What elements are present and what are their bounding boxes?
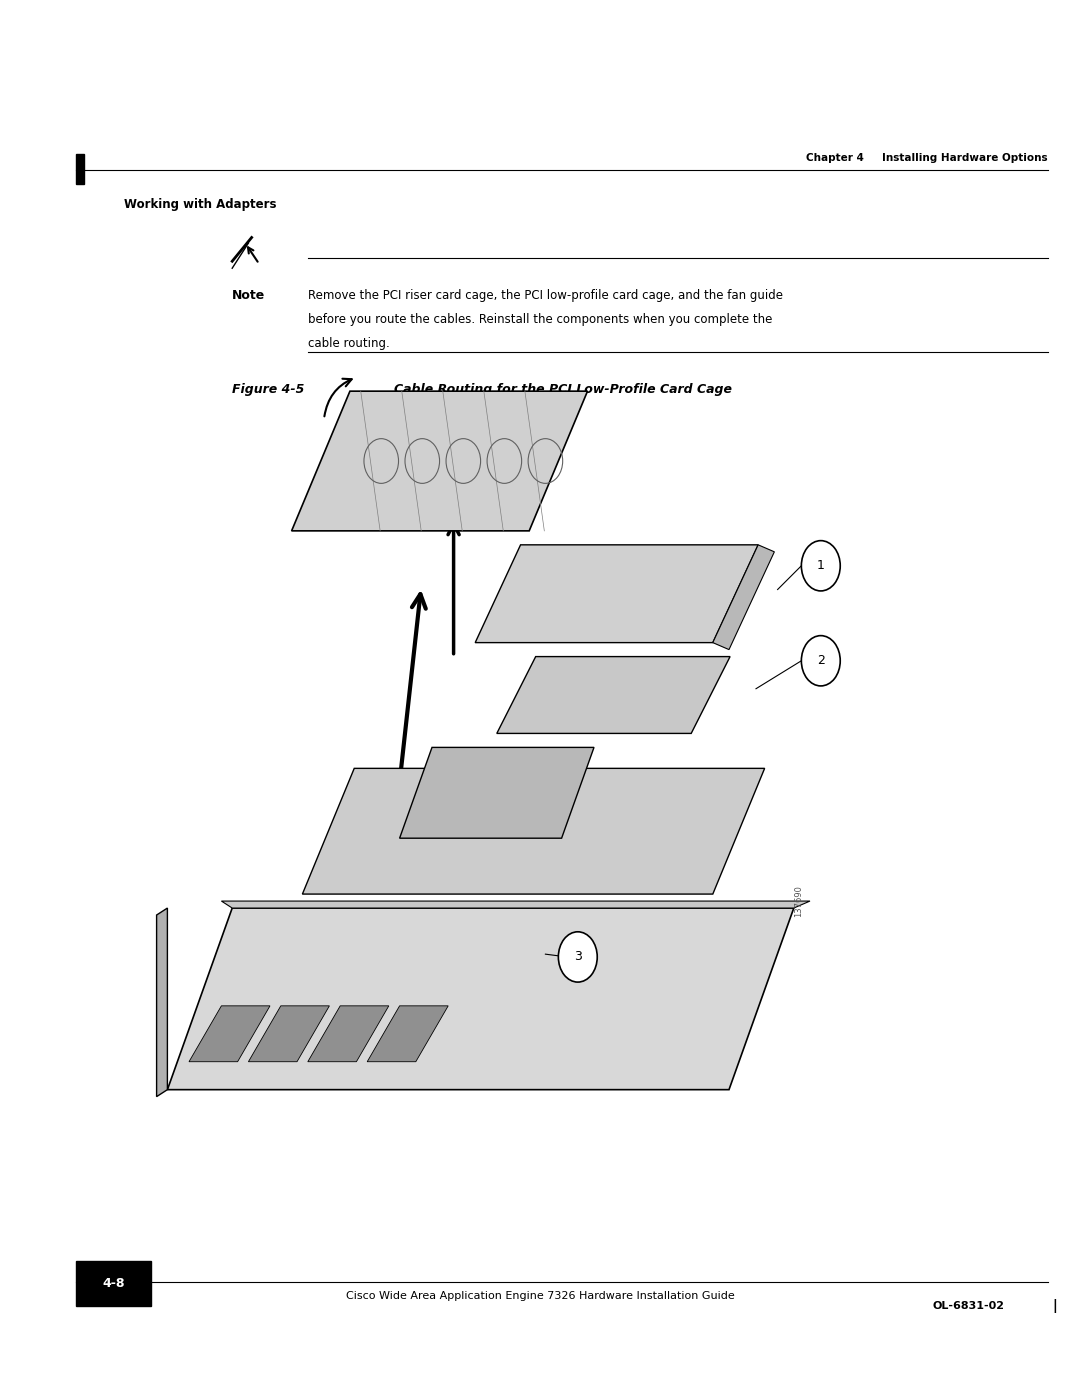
Text: OL-6831-02: OL-6831-02 xyxy=(932,1301,1004,1312)
Text: |: | xyxy=(1048,1299,1057,1313)
Text: cable routing.: cable routing. xyxy=(308,337,390,349)
Polygon shape xyxy=(713,545,774,650)
Text: 2: 2 xyxy=(816,654,825,668)
Text: Figure 4-5: Figure 4-5 xyxy=(232,383,305,395)
Text: 4-8: 4-8 xyxy=(103,1277,124,1291)
Text: Remove the PCI riser card cage, the PCI low-profile card cage, and the fan guide: Remove the PCI riser card cage, the PCI … xyxy=(308,289,783,302)
Text: 1: 1 xyxy=(816,559,825,573)
Polygon shape xyxy=(497,657,730,733)
Polygon shape xyxy=(367,1006,448,1062)
Bar xyxy=(76,154,84,184)
Text: 137690: 137690 xyxy=(794,886,802,916)
Polygon shape xyxy=(475,545,758,643)
Polygon shape xyxy=(248,1006,329,1062)
Polygon shape xyxy=(292,391,588,531)
Circle shape xyxy=(801,541,840,591)
Text: Working with Adapters: Working with Adapters xyxy=(124,198,276,211)
Polygon shape xyxy=(157,908,167,1097)
Text: Note: Note xyxy=(232,289,266,302)
Polygon shape xyxy=(302,768,765,894)
Text: before you route the cables. Reinstall the components when you complete the: before you route the cables. Reinstall t… xyxy=(308,313,772,326)
Polygon shape xyxy=(189,1006,270,1062)
Text: Cable Routing for the PCI Low-Profile Card Cage: Cable Routing for the PCI Low-Profile Ca… xyxy=(394,383,732,395)
Text: Chapter 4     Installing Hardware Options: Chapter 4 Installing Hardware Options xyxy=(806,154,1048,163)
Polygon shape xyxy=(167,908,794,1090)
Circle shape xyxy=(801,636,840,686)
Polygon shape xyxy=(308,1006,389,1062)
Polygon shape xyxy=(400,747,594,838)
Bar xyxy=(76,1261,151,1306)
Text: 3: 3 xyxy=(573,950,582,964)
Circle shape xyxy=(558,932,597,982)
Polygon shape xyxy=(221,901,810,908)
Text: Cisco Wide Area Application Engine 7326 Hardware Installation Guide: Cisco Wide Area Application Engine 7326 … xyxy=(346,1291,734,1302)
